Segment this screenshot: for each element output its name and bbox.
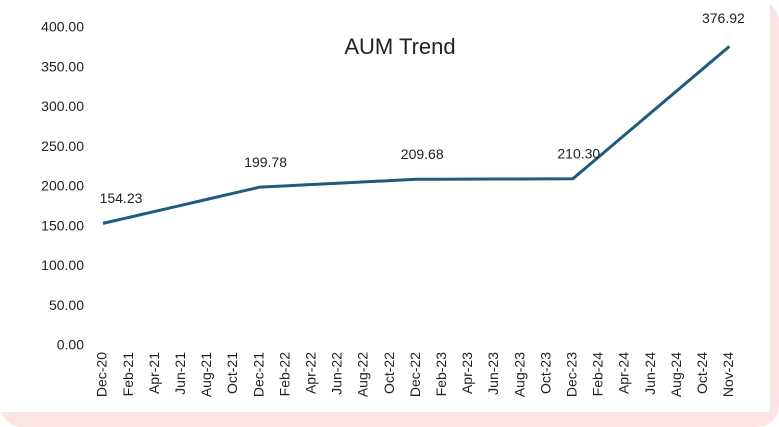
x-tick-label: Oct-23	[537, 352, 553, 394]
x-tick-label: Jun-23	[485, 352, 501, 395]
x-tick-label: Aug-21	[198, 352, 214, 397]
y-tick-label: 50.00	[49, 297, 84, 313]
x-tick-label: Dec-20	[94, 352, 110, 397]
y-tick-label: 100.00	[41, 257, 84, 273]
chart-title: AUM Trend	[344, 34, 455, 59]
x-tick-label: Apr-22	[303, 352, 319, 394]
data-label: 210.30	[557, 146, 600, 162]
line	[102, 45, 731, 225]
x-tick-label: Nov-24	[720, 352, 736, 397]
x-tick-label: Feb-21	[120, 352, 136, 397]
data-label: 376.92	[702, 10, 745, 26]
x-tick-label: Feb-24	[590, 352, 606, 397]
x-tick-label: Oct-21	[224, 352, 240, 394]
plot-panel	[0, 0, 770, 412]
data-label: 209.68	[401, 146, 444, 162]
x-tick-label: Jun-22	[329, 352, 345, 395]
x-tick-label: Oct-22	[381, 352, 397, 394]
x-tick-label: Jun-21	[172, 352, 188, 395]
x-tick-label: Feb-22	[276, 352, 292, 397]
x-tick-label: Dec-23	[564, 352, 580, 397]
y-tick-label: 250.00	[41, 138, 84, 154]
x-tick-label: Feb-23	[433, 352, 449, 397]
y-tick-label: 150.00	[41, 217, 84, 233]
y-tick-label: 300.00	[41, 98, 84, 114]
x-tick-label: Aug-24	[668, 352, 684, 397]
data-label: 154.23	[100, 190, 143, 206]
y-tick-label: 200.00	[41, 178, 84, 194]
x-tick-label: Dec-21	[250, 352, 266, 397]
y-tick-label: 0.00	[57, 337, 84, 353]
x-tick-label: Jun-24	[642, 352, 658, 395]
x-tick-label: Dec-22	[407, 352, 423, 397]
y-tick-label: 350.00	[41, 58, 84, 74]
x-tick-label: Aug-22	[355, 352, 371, 397]
y-tick-label: 400.00	[41, 19, 84, 35]
x-tick-label: Oct-24	[694, 352, 710, 394]
x-tick-label: Apr-23	[459, 352, 475, 394]
data-label: 199.78	[244, 154, 287, 170]
x-tick-label: Apr-24	[616, 352, 632, 394]
x-tick-label: Aug-23	[511, 352, 527, 397]
x-tick-label: Apr-21	[146, 352, 162, 394]
